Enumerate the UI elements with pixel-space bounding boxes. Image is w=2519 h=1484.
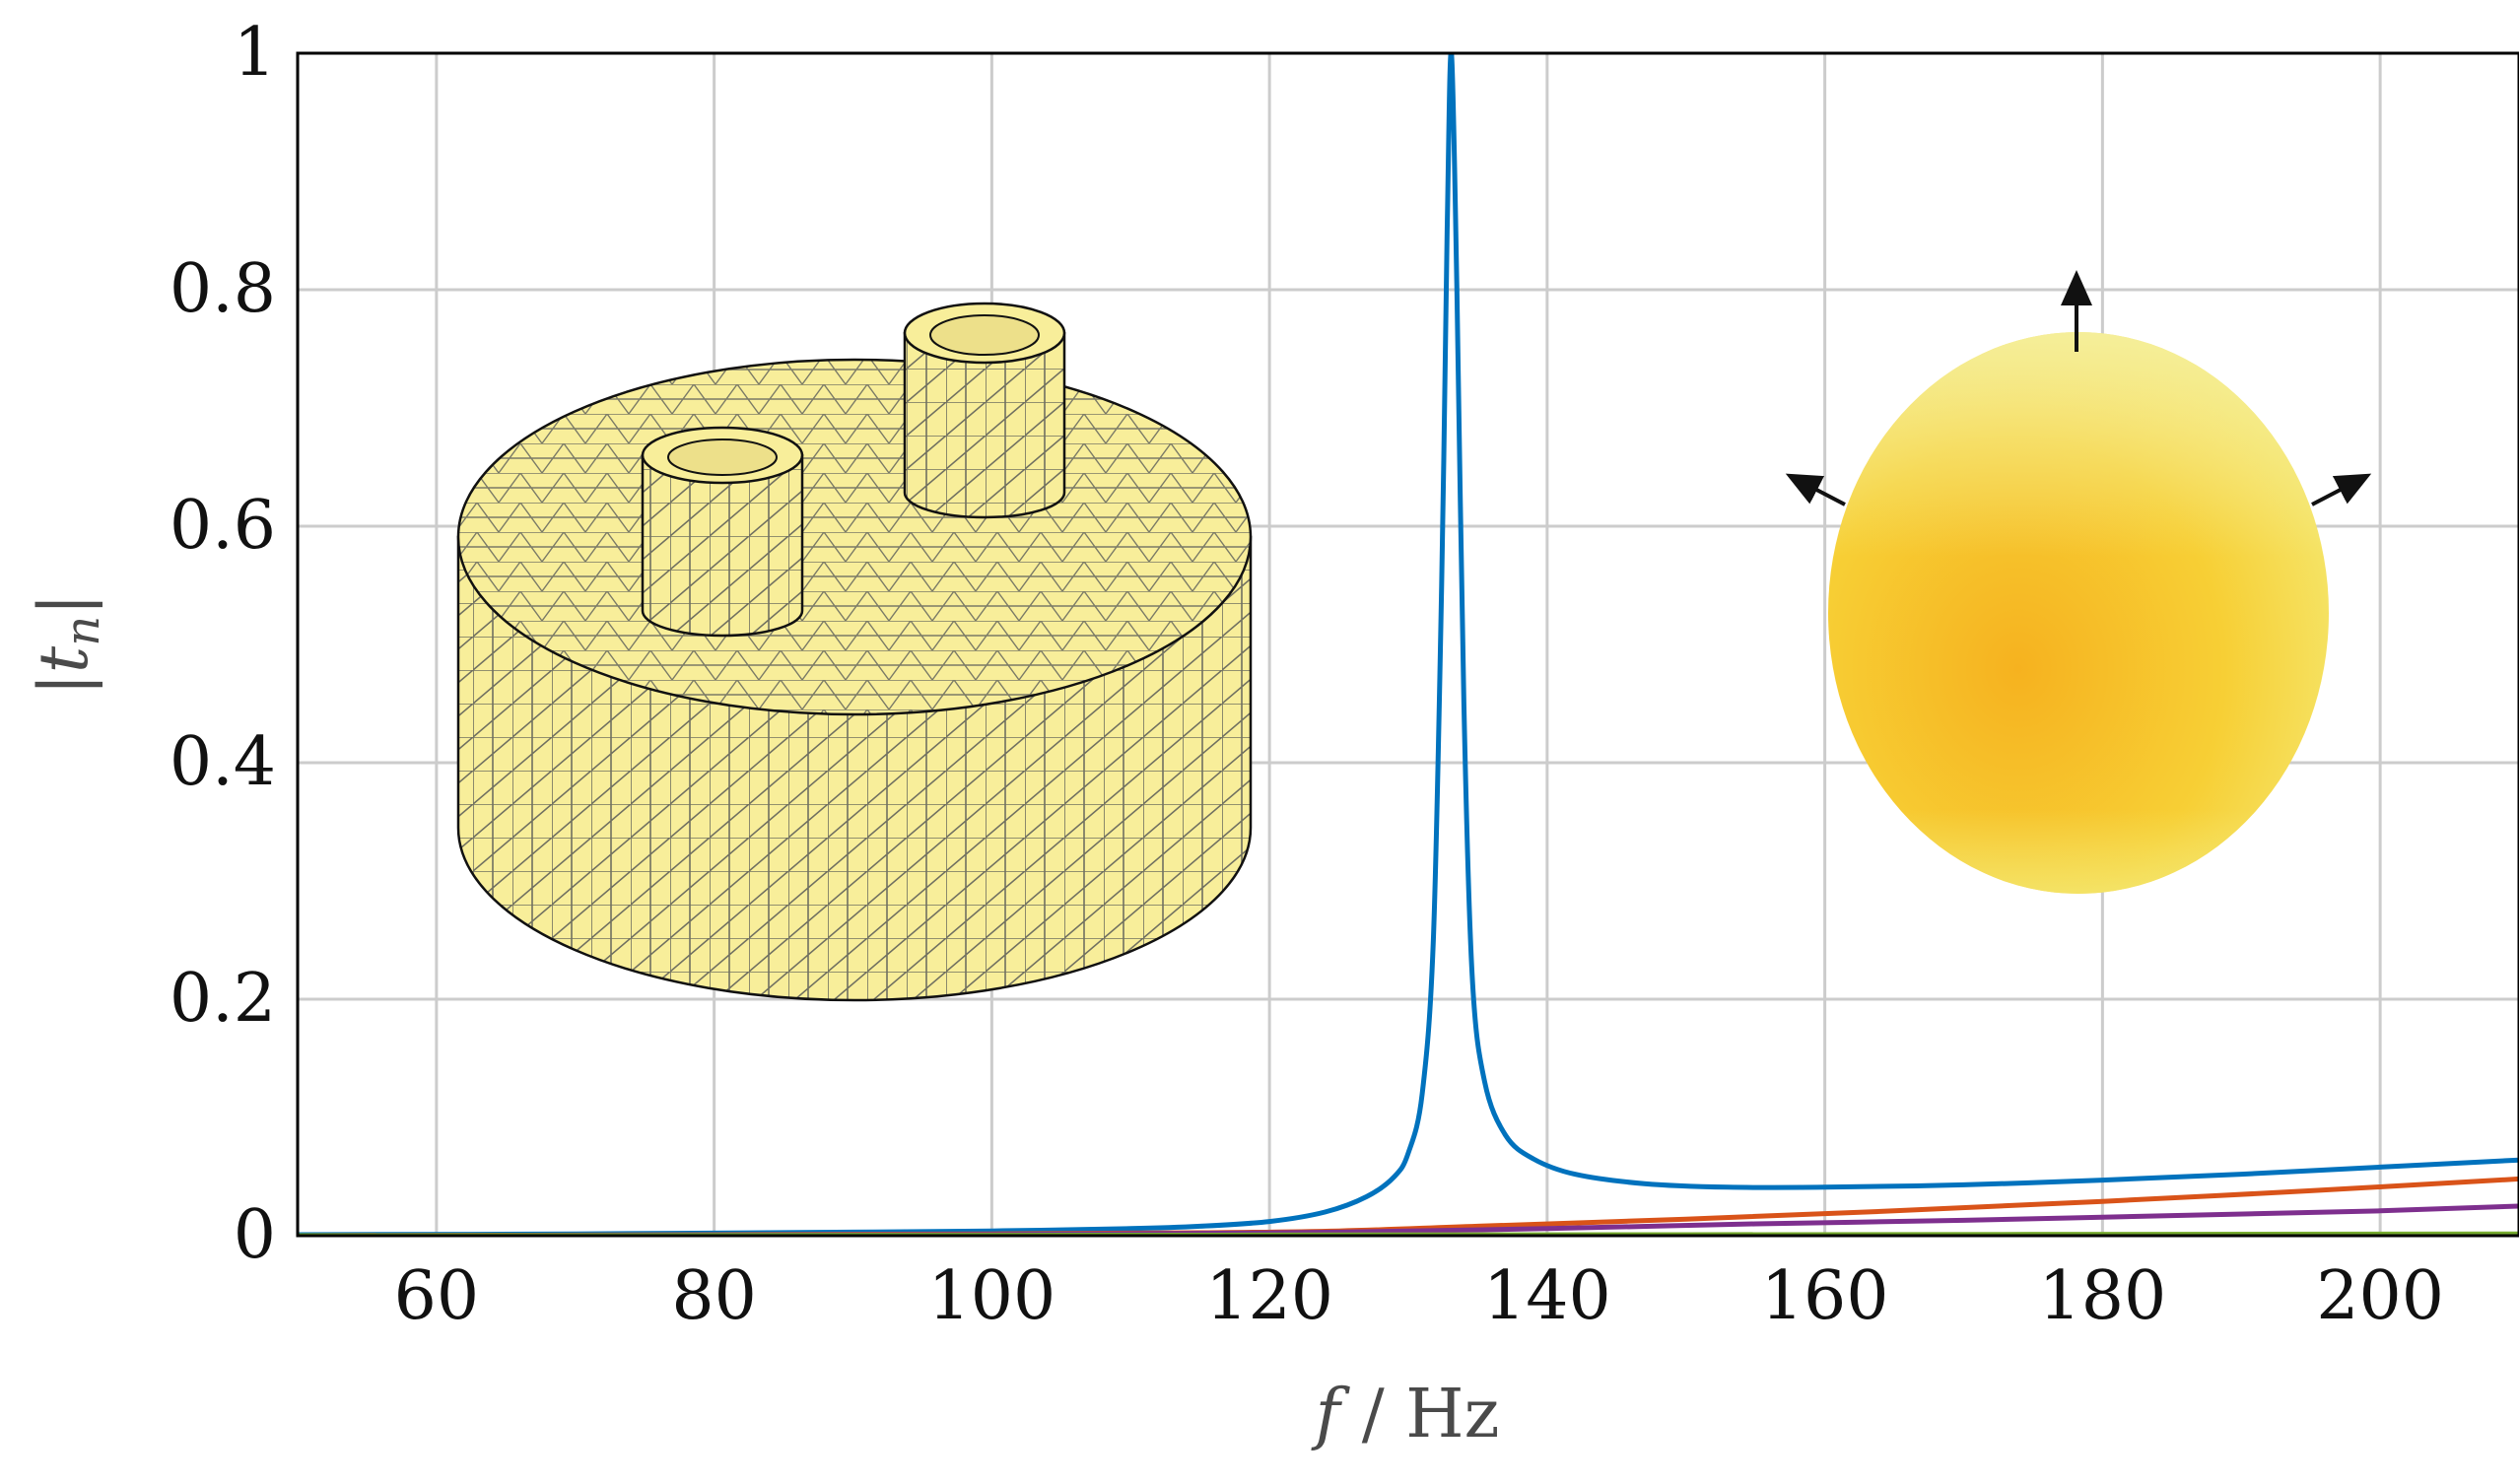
y-tick-label: 0	[234, 1196, 276, 1274]
x-tick-label: 120	[1205, 1257, 1333, 1335]
x-tick-label: 160	[1761, 1257, 1889, 1335]
x-tick-label: 140	[1483, 1257, 1611, 1335]
arrow-right-icon	[2311, 473, 2372, 506]
x-tick-label: 100	[927, 1257, 1055, 1335]
y-axis-ticks: 0 0.2 0.4 0.6 0.8 1	[170, 14, 276, 1274]
series-line-1	[298, 53, 2519, 1236]
x-tick-label: 60	[394, 1257, 480, 1335]
y-tick-label: 0.2	[170, 960, 276, 1038]
y-tick-label: 1	[234, 14, 276, 92]
x-tick-label: 200	[2316, 1257, 2444, 1335]
x-axis-label: f / Hz	[1311, 1376, 1500, 1453]
mode-shape-ellipsoid-icon	[1785, 270, 2372, 894]
y-axis-label: |tn|	[26, 593, 110, 696]
x-tick-label: 80	[671, 1257, 757, 1335]
plot-frame	[296, 51, 2519, 1238]
arrow-left-icon	[1785, 473, 1846, 506]
x-tick-label: 180	[2038, 1257, 2166, 1335]
y-tick-label: 0.4	[170, 723, 276, 801]
series-line-2	[298, 1176, 2519, 1236]
meshed-cylinder-icon	[456, 302, 1253, 1002]
svg-text:|tn|: |tn|	[26, 593, 110, 696]
x-axis-ticks: 60 80 100 120 140 160 180 200	[394, 1257, 2444, 1335]
y-tick-label: 0.6	[170, 487, 276, 565]
y-tick-label: 0.8	[170, 250, 276, 328]
